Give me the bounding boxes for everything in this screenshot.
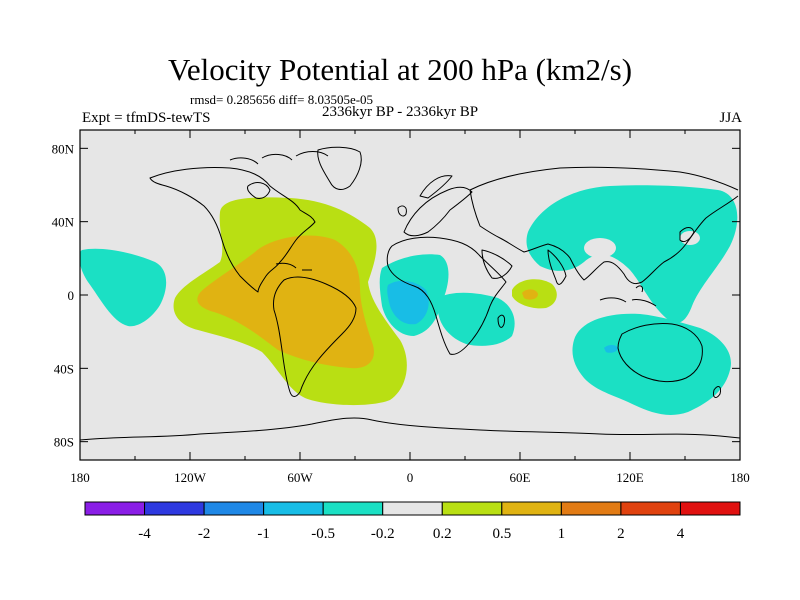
colorbar-swatch xyxy=(620,501,681,516)
coastline-south-america xyxy=(273,276,357,397)
coastline-africa xyxy=(386,236,507,355)
coastline-new-zealand xyxy=(713,386,721,398)
colorbar-label: 2 xyxy=(617,526,625,542)
lon-tick-label: 0 xyxy=(407,470,414,485)
colorbar-label: -4 xyxy=(138,526,151,542)
colorbar-swatch xyxy=(382,501,443,516)
colorbar-swatch xyxy=(144,501,205,516)
chart-title: Velocity Potential at 200 hPa (km2/s) xyxy=(167,52,633,87)
colorbar-swatch xyxy=(263,501,324,516)
lon-tick-label: 180 xyxy=(730,470,750,485)
stats-label: rmsd= 0.285656 diff= 8.03505e-05 xyxy=(190,92,374,107)
colorbar-swatch xyxy=(84,501,146,516)
colorbar-swatch xyxy=(560,501,622,516)
coastline-greenland xyxy=(317,146,362,190)
coastline-antarctica xyxy=(80,417,740,441)
coastline-arctic-islands xyxy=(229,151,329,165)
coastline-indonesia xyxy=(599,285,657,307)
coastline-north-america xyxy=(149,167,316,293)
lat-tick-label: 80S xyxy=(54,435,74,450)
experiment-label: Expt = tfmDS-tewTS xyxy=(82,110,211,126)
contour-africa-east-negative xyxy=(437,292,515,346)
coastline-caribbean xyxy=(275,262,312,271)
colorbar-swatch xyxy=(322,501,384,516)
coastline-arabia xyxy=(481,249,513,279)
period-label: 2336kyr BP - 2336kyr BP xyxy=(322,104,479,120)
contour-pacific-negative xyxy=(80,248,167,327)
colorbar-label: -2 xyxy=(198,526,211,542)
colorbar-label: 0.2 xyxy=(433,526,452,542)
lon-tick-label: 120E xyxy=(616,470,644,485)
colorbar-label: 0.5 xyxy=(492,526,511,542)
contour-asia-negative xyxy=(526,185,738,323)
coastline-scandinavia xyxy=(419,175,453,199)
colorbar-swatch xyxy=(441,501,503,516)
colorbar-swatch xyxy=(501,501,562,516)
colorbar-label: 1 xyxy=(558,526,566,542)
colorbar-label: 4 xyxy=(677,526,685,542)
colorbar-swatch xyxy=(679,501,741,516)
contour-americas-mid-positive xyxy=(197,235,374,369)
lon-tick-label: 180 xyxy=(70,470,90,485)
contour-indian-ocean-mid-positive xyxy=(522,289,538,300)
contour-australia-mid-negative xyxy=(604,345,618,353)
coastline-australia xyxy=(617,323,703,383)
lon-tick-label: 60E xyxy=(510,470,531,485)
coastline-asia xyxy=(469,166,739,285)
longitude-axis: 180 120W 60W 0 60E 120E 180 xyxy=(70,130,750,485)
coastline-hudson-bay xyxy=(247,182,271,199)
contour-hole-arabia xyxy=(584,238,616,258)
colorbar-label: -0.5 xyxy=(311,526,335,542)
coastline-british-isles xyxy=(397,205,407,217)
lon-tick-label: 60W xyxy=(287,470,313,485)
colorbar-swatch xyxy=(203,501,265,516)
colorbar: -4 -2 -1 -0.5 -0.2 0.2 0.5 1 2 4 xyxy=(84,501,741,542)
coastline-madagascar xyxy=(497,314,505,328)
contour-australia-negative xyxy=(572,313,731,415)
coastline-japan xyxy=(679,227,695,243)
colorbar-label: -0.2 xyxy=(371,526,395,542)
colorbar-label: -1 xyxy=(257,526,270,542)
contour-africa-west-mid-negative xyxy=(387,280,429,325)
lat-tick-label: 80N xyxy=(52,141,75,156)
coastlines xyxy=(80,146,740,441)
latitude-axis: 80N 40N 0 40S 80S xyxy=(52,141,740,450)
season-label: JJA xyxy=(719,110,742,126)
coastline-europe xyxy=(403,186,473,237)
contour-fields xyxy=(80,185,738,415)
lat-tick-label: 40S xyxy=(54,361,74,376)
lat-tick-label: 0 xyxy=(68,288,75,303)
lat-tick-label: 40N xyxy=(52,215,75,230)
coastline-india xyxy=(547,249,567,285)
lon-tick-label: 120W xyxy=(174,470,207,485)
